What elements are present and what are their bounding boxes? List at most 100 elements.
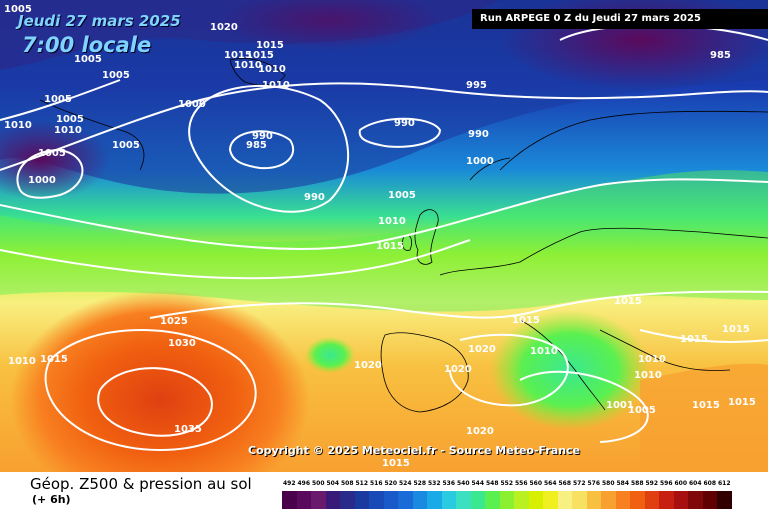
legend-swatch [688, 491, 703, 509]
isobar-label: 985 [710, 50, 731, 61]
legend-value: 544 [471, 480, 485, 487]
forecast-date: Jeudi 27 mars 2025 [18, 12, 181, 30]
legend-swatch [615, 491, 630, 509]
isobar-label: 1035 [174, 424, 202, 435]
isobar-label: 1000 [178, 99, 206, 110]
legend-swatch [601, 491, 616, 509]
legend-swatch [441, 491, 456, 509]
isobar-label: 1015 [680, 334, 708, 345]
legend-value: 608 [703, 480, 717, 487]
legend-swatch [644, 491, 659, 509]
legend-value: 584 [616, 480, 630, 487]
isobar-label: 985 [246, 140, 267, 151]
legend-swatch [311, 491, 326, 509]
legend-value: 564 [543, 480, 557, 487]
legend-value: 596 [659, 480, 673, 487]
legend-swatch [528, 491, 543, 509]
legend-swatch [340, 491, 355, 509]
isobar-label: 1010 [638, 354, 666, 365]
legend-value: 572 [572, 480, 586, 487]
isobar-label: 1010 [54, 125, 82, 136]
isobar-label: 1005 [44, 94, 72, 105]
isobar-label: 1005 [74, 54, 102, 65]
legend-value: 528 [413, 480, 427, 487]
legend-swatch [630, 491, 645, 509]
legend-swatch [659, 491, 674, 509]
legend-swatch [514, 491, 529, 509]
legend-swatch [325, 491, 340, 509]
isobar-label: 990 [394, 118, 415, 129]
legend-value: 568 [558, 480, 572, 487]
isobar-label: 1010 [634, 370, 662, 381]
legend-value: 504 [326, 480, 340, 487]
isobar-label: 1015 [246, 50, 274, 61]
legend-swatch [557, 491, 572, 509]
isobar-label: 1015 [224, 50, 252, 61]
legend-value: 500 [311, 480, 325, 487]
isobar-label: 1005 [388, 190, 416, 201]
legend-value: 492 [282, 480, 296, 487]
isobar-label: 1025 [160, 316, 188, 327]
map-title: Géop. Z500 & pression au sol [30, 475, 252, 493]
isobar-label: 1020 [468, 344, 496, 355]
isobar-label: 1010 [4, 120, 32, 131]
isobar-label: 1020 [466, 426, 494, 437]
isobar-label: 1005 [4, 4, 32, 15]
isobar-label: 1020 [444, 364, 472, 375]
legend-value: 556 [514, 480, 528, 487]
isobar-label: 1015 [512, 315, 540, 326]
legend-value: 576 [587, 480, 601, 487]
isobar-label: 990 [252, 131, 273, 142]
run-info: Run ARPEGE 0 Z du Jeudi 27 mars 2025 [472, 9, 768, 29]
legend-swatch [702, 491, 717, 509]
isobar-label: 1015 [40, 354, 68, 365]
isobar-label: 1015 [256, 40, 284, 51]
isobar-label: 1030 [168, 338, 196, 349]
legend-swatch [412, 491, 427, 509]
isobar-label: 1015 [692, 400, 720, 411]
isobar-label: 1020 [210, 22, 238, 33]
legend-swatch [427, 491, 442, 509]
azores-high [10, 290, 310, 510]
legend-value: 604 [688, 480, 702, 487]
legend-swatch [543, 491, 558, 509]
legend-value: 612 [717, 480, 731, 487]
legend-swatch [282, 491, 297, 509]
italy-trough [490, 310, 650, 430]
legend-swatch [717, 491, 732, 509]
isobars [0, 24, 768, 452]
isobar-label: 1010 [8, 356, 36, 367]
legend-value: 524 [398, 480, 412, 487]
isobar-label: 1010 [258, 64, 286, 75]
isobar-label: 995 [466, 80, 487, 91]
isobar-label: 1015 [376, 241, 404, 252]
isobar-label: 1005 [56, 114, 84, 125]
legend-value: 508 [340, 480, 354, 487]
legend-swatch [673, 491, 688, 509]
isobar-label: 1015 [382, 458, 410, 469]
isobar-label: 1010 [234, 60, 262, 71]
isobar-label: 990 [304, 192, 325, 203]
legend-value: 588 [630, 480, 644, 487]
legend-swatch [369, 491, 384, 509]
legend-swatch [470, 491, 485, 509]
coastlines [39, 58, 768, 413]
legend-value: 560 [529, 480, 543, 487]
legend-swatch [296, 491, 311, 509]
isobar-labels: 1010 1005 1005 1020 1015 1015 1010 1010 … [4, 4, 756, 469]
legend-value: 600 [674, 480, 688, 487]
legend-swatch [572, 491, 587, 509]
legend-value: 592 [645, 480, 659, 487]
legend-value: 496 [297, 480, 311, 487]
forecast-time: 7:00 locale [22, 33, 152, 57]
isobar-label: 1015 [728, 397, 756, 408]
legend-value: 532 [427, 480, 441, 487]
legend-swatch [354, 491, 369, 509]
isobar-label: 1005 [112, 140, 140, 151]
isobar-label: 1020 [354, 360, 382, 371]
isobar-label: 1015 [614, 296, 642, 307]
legend-swatch [456, 491, 471, 509]
legend-swatch [398, 491, 413, 509]
